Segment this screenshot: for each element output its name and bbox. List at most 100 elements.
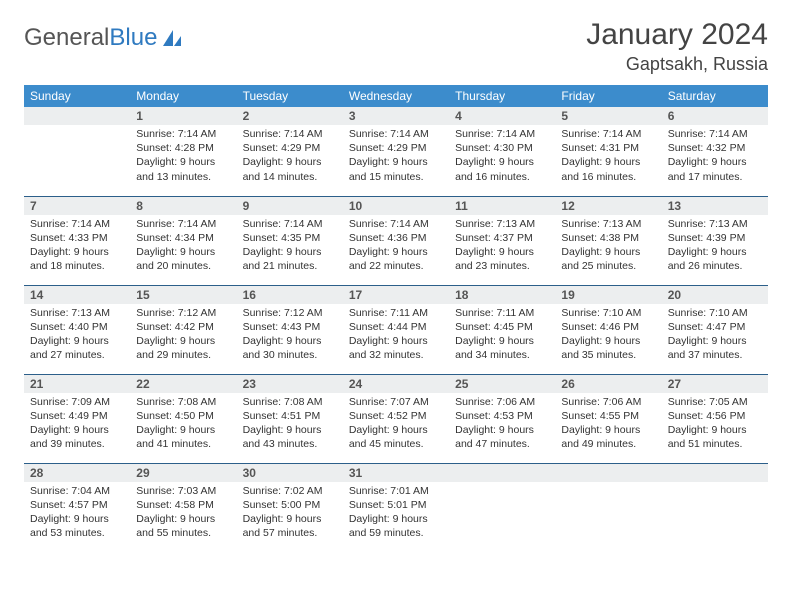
sunrise-line: Sunrise: 7:14 AM — [136, 217, 230, 231]
day-details: Sunrise: 7:09 AMSunset: 4:49 PMDaylight:… — [24, 393, 130, 456]
daylight-line: Daylight: 9 hours and 27 minutes. — [30, 334, 124, 362]
sunrise-line: Sunrise: 7:13 AM — [561, 217, 655, 231]
daylight-line: Daylight: 9 hours and 20 minutes. — [136, 245, 230, 273]
day-details: Sunrise: 7:14 AMSunset: 4:33 PMDaylight:… — [24, 215, 130, 278]
location-label: Gaptsakh, Russia — [586, 54, 768, 75]
title-block: January 2024 Gaptsakh, Russia — [586, 18, 768, 75]
daylight-line: Daylight: 9 hours and 29 minutes. — [136, 334, 230, 362]
day-number: 14 — [24, 286, 130, 304]
page-header: GeneralBlue January 2024 Gaptsakh, Russi… — [24, 18, 768, 75]
sunset-line: Sunset: 4:30 PM — [455, 141, 549, 155]
calendar-day-cell: 17Sunrise: 7:11 AMSunset: 4:44 PMDayligh… — [343, 285, 449, 374]
sunset-line: Sunset: 4:37 PM — [455, 231, 549, 245]
sunrise-line: Sunrise: 7:13 AM — [455, 217, 549, 231]
daylight-line: Daylight: 9 hours and 16 minutes. — [561, 155, 655, 183]
daylight-line: Daylight: 9 hours and 57 minutes. — [243, 512, 337, 540]
day-number: 16 — [237, 286, 343, 304]
day-number: 19 — [555, 286, 661, 304]
day-details: Sunrise: 7:14 AMSunset: 4:35 PMDaylight:… — [237, 215, 343, 278]
sunset-line: Sunset: 4:38 PM — [561, 231, 655, 245]
sunrise-line: Sunrise: 7:10 AM — [668, 306, 762, 320]
calendar-empty-cell — [555, 463, 661, 552]
daylight-line: Daylight: 9 hours and 15 minutes. — [349, 155, 443, 183]
sunrise-line: Sunrise: 7:08 AM — [136, 395, 230, 409]
brand-word-1: General — [24, 24, 109, 52]
day-number: 29 — [130, 464, 236, 482]
daylight-line: Daylight: 9 hours and 41 minutes. — [136, 423, 230, 451]
sunset-line: Sunset: 4:43 PM — [243, 320, 337, 334]
day-details: Sunrise: 7:13 AMSunset: 4:37 PMDaylight:… — [449, 215, 555, 278]
day-number — [662, 464, 768, 482]
daylight-line: Daylight: 9 hours and 53 minutes. — [30, 512, 124, 540]
day-number: 21 — [24, 375, 130, 393]
day-details: Sunrise: 7:08 AMSunset: 4:50 PMDaylight:… — [130, 393, 236, 456]
calendar-empty-cell — [24, 107, 130, 196]
calendar-day-cell: 21Sunrise: 7:09 AMSunset: 4:49 PMDayligh… — [24, 374, 130, 463]
day-number: 1 — [130, 107, 236, 125]
calendar-day-cell: 30Sunrise: 7:02 AMSunset: 5:00 PMDayligh… — [237, 463, 343, 552]
day-details: Sunrise: 7:14 AMSunset: 4:29 PMDaylight:… — [343, 125, 449, 188]
day-number: 20 — [662, 286, 768, 304]
day-details: Sunrise: 7:12 AMSunset: 4:43 PMDaylight:… — [237, 304, 343, 367]
sunset-line: Sunset: 4:55 PM — [561, 409, 655, 423]
sunset-line: Sunset: 4:44 PM — [349, 320, 443, 334]
day-number: 3 — [343, 107, 449, 125]
sunset-line: Sunset: 4:53 PM — [455, 409, 549, 423]
day-number: 27 — [662, 375, 768, 393]
calendar-empty-cell — [449, 463, 555, 552]
day-number: 5 — [555, 107, 661, 125]
day-details: Sunrise: 7:04 AMSunset: 4:57 PMDaylight:… — [24, 482, 130, 545]
calendar-day-cell: 28Sunrise: 7:04 AMSunset: 4:57 PMDayligh… — [24, 463, 130, 552]
sunset-line: Sunset: 4:45 PM — [455, 320, 549, 334]
daylight-line: Daylight: 9 hours and 34 minutes. — [455, 334, 549, 362]
day-number: 4 — [449, 107, 555, 125]
weekday-header: Saturday — [662, 85, 768, 107]
day-details: Sunrise: 7:08 AMSunset: 4:51 PMDaylight:… — [237, 393, 343, 456]
day-details: Sunrise: 7:14 AMSunset: 4:28 PMDaylight:… — [130, 125, 236, 188]
sunrise-line: Sunrise: 7:14 AM — [243, 127, 337, 141]
sunset-line: Sunset: 4:40 PM — [30, 320, 124, 334]
sunrise-line: Sunrise: 7:12 AM — [243, 306, 337, 320]
day-details: Sunrise: 7:11 AMSunset: 4:44 PMDaylight:… — [343, 304, 449, 367]
daylight-line: Daylight: 9 hours and 18 minutes. — [30, 245, 124, 273]
day-number: 12 — [555, 197, 661, 215]
day-number: 17 — [343, 286, 449, 304]
sunset-line: Sunset: 4:35 PM — [243, 231, 337, 245]
calendar-week-row: 1Sunrise: 7:14 AMSunset: 4:28 PMDaylight… — [24, 107, 768, 196]
weekday-header: Thursday — [449, 85, 555, 107]
sunset-line: Sunset: 4:49 PM — [30, 409, 124, 423]
day-number — [24, 107, 130, 125]
weekday-header-row: SundayMondayTuesdayWednesdayThursdayFrid… — [24, 85, 768, 107]
calendar-day-cell: 6Sunrise: 7:14 AMSunset: 4:32 PMDaylight… — [662, 107, 768, 196]
day-details: Sunrise: 7:14 AMSunset: 4:34 PMDaylight:… — [130, 215, 236, 278]
sunrise-line: Sunrise: 7:07 AM — [349, 395, 443, 409]
sunrise-line: Sunrise: 7:14 AM — [243, 217, 337, 231]
calendar-week-row: 14Sunrise: 7:13 AMSunset: 4:40 PMDayligh… — [24, 285, 768, 374]
sunset-line: Sunset: 4:36 PM — [349, 231, 443, 245]
daylight-line: Daylight: 9 hours and 21 minutes. — [243, 245, 337, 273]
day-number: 10 — [343, 197, 449, 215]
sunset-line: Sunset: 4:31 PM — [561, 141, 655, 155]
calendar-day-cell: 18Sunrise: 7:11 AMSunset: 4:45 PMDayligh… — [449, 285, 555, 374]
calendar-day-cell: 16Sunrise: 7:12 AMSunset: 4:43 PMDayligh… — [237, 285, 343, 374]
daylight-line: Daylight: 9 hours and 51 minutes. — [668, 423, 762, 451]
sunrise-line: Sunrise: 7:02 AM — [243, 484, 337, 498]
sunset-line: Sunset: 4:47 PM — [668, 320, 762, 334]
day-number: 6 — [662, 107, 768, 125]
calendar-day-cell: 23Sunrise: 7:08 AMSunset: 4:51 PMDayligh… — [237, 374, 343, 463]
calendar-day-cell: 24Sunrise: 7:07 AMSunset: 4:52 PMDayligh… — [343, 374, 449, 463]
sunset-line: Sunset: 4:29 PM — [243, 141, 337, 155]
day-number: 8 — [130, 197, 236, 215]
sunset-line: Sunset: 4:42 PM — [136, 320, 230, 334]
sunrise-line: Sunrise: 7:11 AM — [455, 306, 549, 320]
day-details: Sunrise: 7:13 AMSunset: 4:38 PMDaylight:… — [555, 215, 661, 278]
day-details: Sunrise: 7:14 AMSunset: 4:36 PMDaylight:… — [343, 215, 449, 278]
day-details: Sunrise: 7:14 AMSunset: 4:29 PMDaylight:… — [237, 125, 343, 188]
calendar-empty-cell — [662, 463, 768, 552]
daylight-line: Daylight: 9 hours and 59 minutes. — [349, 512, 443, 540]
day-number: 13 — [662, 197, 768, 215]
sunrise-line: Sunrise: 7:14 AM — [349, 127, 443, 141]
day-number: 22 — [130, 375, 236, 393]
day-number: 11 — [449, 197, 555, 215]
sunset-line: Sunset: 4:28 PM — [136, 141, 230, 155]
